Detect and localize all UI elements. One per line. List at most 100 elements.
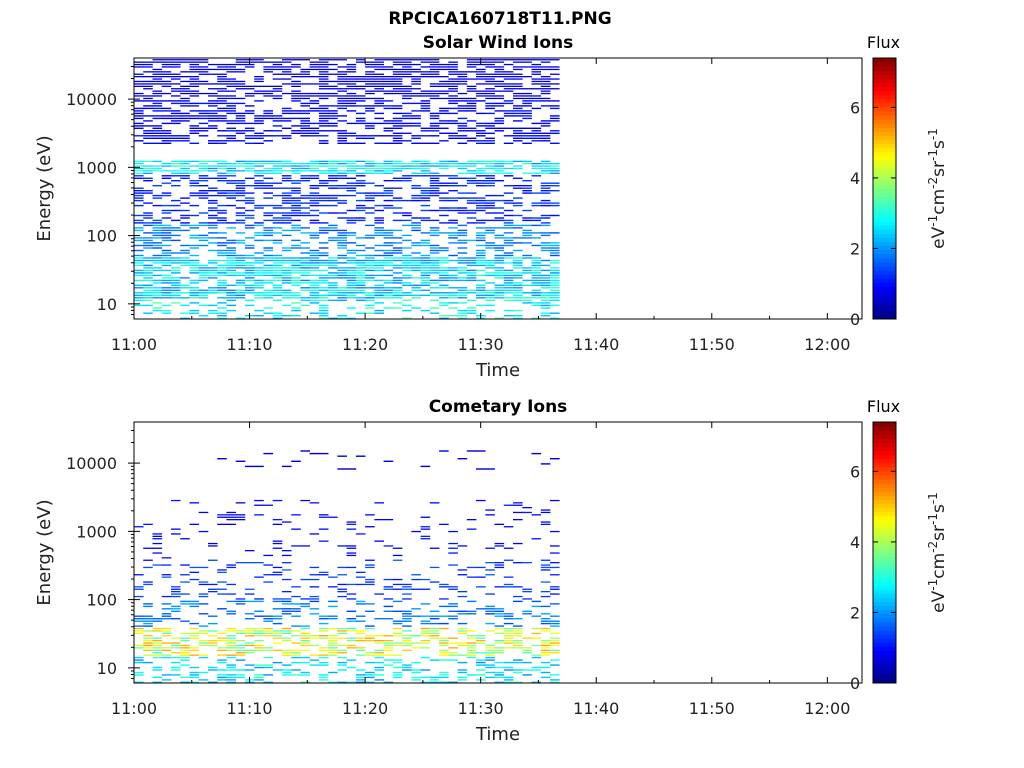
heatmap-cell: [550, 165, 560, 167]
heatmap-cell: [402, 294, 412, 296]
heatmap-cell: [540, 566, 551, 569]
heatmap-cell: [171, 110, 181, 112]
heatmap-cell: [291, 224, 301, 227]
heatmap-cell: [143, 622, 153, 625]
heatmap-cell: [550, 574, 560, 576]
heatmap-cell: [198, 595, 209, 598]
heatmap-cell: [217, 135, 227, 137]
heatmap-cell: [550, 167, 560, 170]
colorbar-segment: [873, 233, 896, 238]
heatmap-cell: [466, 644, 477, 647]
heatmap-cell: [346, 552, 357, 554]
heatmap-cell: [392, 666, 403, 669]
colorbar-segment: [873, 155, 896, 161]
heatmap-cell: [171, 63, 181, 66]
heatmap-cell: [476, 122, 486, 125]
heatmap-cell: [540, 287, 551, 289]
heatmap-cell: [208, 289, 218, 291]
heatmap-cell: [439, 605, 449, 608]
heatmap-cell: [254, 224, 264, 227]
heatmap-cell: [217, 312, 227, 314]
heatmap-cell: [457, 80, 468, 83]
heatmap-cell: [226, 566, 236, 569]
heatmap-cell: [392, 627, 403, 630]
heatmap-cell: [540, 644, 551, 647]
colorbar-tick-label: 4: [850, 533, 860, 552]
heatmap-cell: [217, 160, 227, 162]
heatmap-cell: [161, 603, 172, 605]
heatmap-cell: [374, 165, 384, 167]
colorbar-segment: [873, 540, 896, 545]
heatmap-cell: [337, 566, 347, 569]
heatmap-cell: [466, 292, 477, 294]
heatmap-cell: [346, 282, 357, 284]
heatmap-cell: [374, 170, 384, 172]
heatmap-cell: [374, 232, 384, 234]
heatmap-cell: [318, 317, 329, 319]
heatmap-cell: [143, 269, 153, 272]
heatmap-cell: [503, 73, 514, 75]
x-tick-label: 11:00: [111, 699, 157, 718]
heatmap-cell: [143, 190, 153, 192]
heatmap-cell: [531, 167, 542, 170]
heatmap-cell: [180, 214, 190, 217]
heatmap-cell: [143, 237, 153, 239]
heatmap-cell: [550, 242, 560, 244]
colorbar-tick-label: 2: [850, 603, 860, 622]
heatmap-cell: [226, 656, 236, 659]
heatmap-cell: [309, 160, 320, 162]
heatmap-cell: [346, 272, 357, 274]
heatmap-cell: [365, 167, 375, 170]
heatmap-cell: [235, 289, 246, 291]
heatmap-cell: [309, 163, 320, 165]
heatmap-cell: [281, 68, 292, 71]
figure-title: RPCICA160718T11.PNG: [388, 9, 611, 29]
heatmap-cell: [226, 130, 236, 132]
heatmap-cell: [309, 452, 320, 455]
colorbar-segment: [873, 430, 896, 435]
heatmap-cell: [180, 644, 190, 647]
heatmap-cell: [439, 249, 449, 252]
heatmap-cell: [485, 180, 495, 182]
heatmap-cell: [143, 605, 153, 608]
heatmap-cell: [513, 640, 523, 642]
y-tick-label: 10: [97, 295, 117, 314]
heatmap-cell: [217, 297, 227, 299]
heatmap-cell: [513, 647, 523, 649]
heatmap-cell: [143, 212, 153, 214]
heatmap-cell: [494, 647, 505, 649]
heatmap-cell: [328, 92, 338, 95]
heatmap-cell: [208, 100, 218, 102]
heatmap-cell: [226, 292, 236, 294]
heatmap-cell: [466, 289, 477, 291]
heatmap-cell: [337, 102, 347, 105]
heatmap-cell: [161, 615, 172, 617]
heatmap-cell: [476, 209, 486, 212]
heatmap-cell: [208, 274, 218, 277]
heatmap-cell: [161, 564, 172, 566]
heatmap-cell: [494, 284, 505, 286]
heatmap-cell: [448, 652, 458, 654]
heatmap-cell: [448, 219, 458, 222]
heatmap-cell: [226, 299, 236, 301]
colorbar-segment: [873, 491, 896, 496]
heatmap-cell: [374, 68, 384, 71]
heatmap-cell: [476, 182, 486, 184]
heatmap-cell: [346, 170, 357, 172]
heatmap-cell: [291, 297, 301, 299]
heatmap-cell: [365, 237, 375, 239]
heatmap-cell: [318, 574, 329, 576]
heatmap-cell: [254, 632, 264, 634]
heatmap-cell: [152, 222, 163, 224]
heatmap-cell: [466, 519, 477, 521]
heatmap-cell: [402, 90, 412, 92]
heatmap-cell: [161, 229, 172, 232]
heatmap-cell: [466, 61, 477, 63]
heatmap-cell: [476, 90, 486, 92]
heatmap-cell: [531, 615, 542, 617]
heatmap-cell: [503, 257, 514, 259]
heatmap-cell: [152, 542, 163, 545]
heatmap-cell: [550, 679, 560, 681]
heatmap-cell: [503, 613, 514, 615]
heatmap-cell: [171, 588, 181, 590]
